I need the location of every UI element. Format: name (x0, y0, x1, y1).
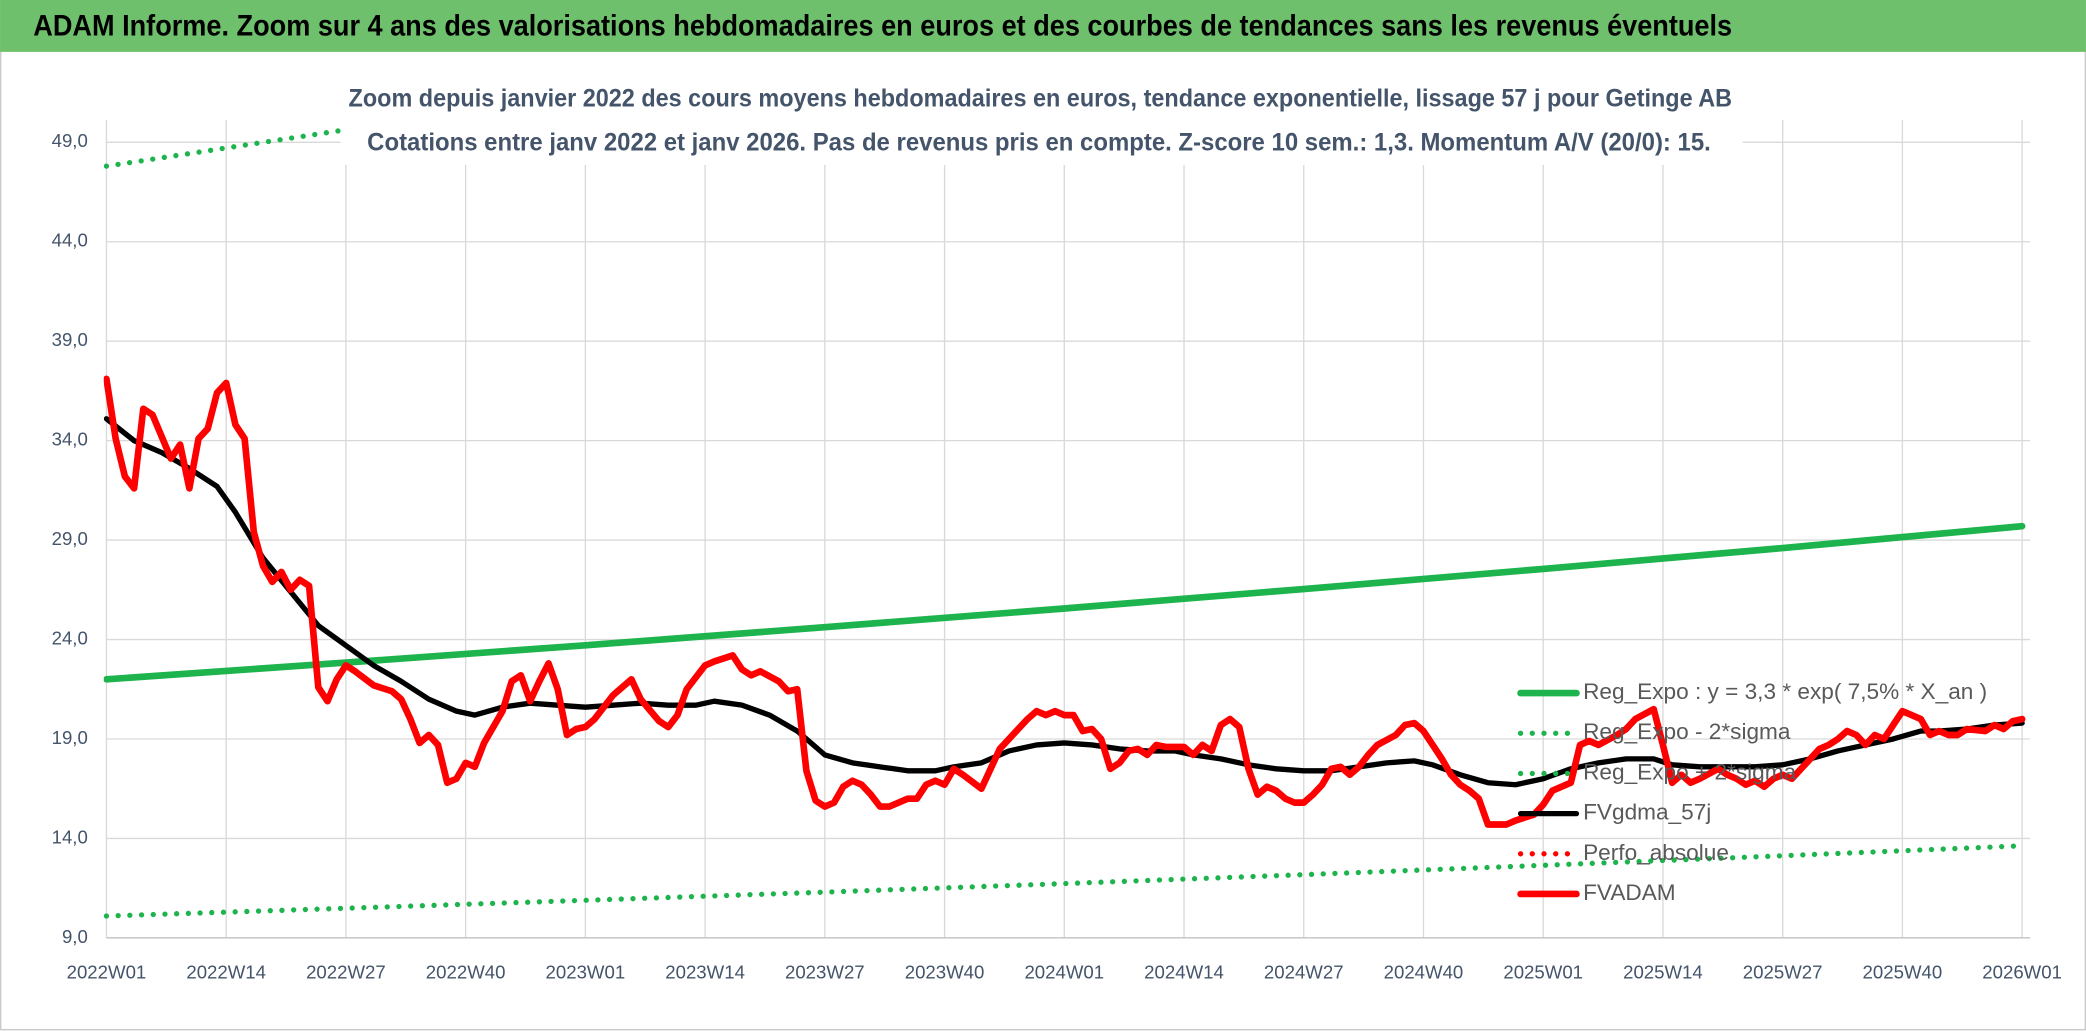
legend-label: FVgdma_57j (1583, 800, 1711, 825)
y-tick-label: 39,0 (52, 329, 88, 350)
legend-label: Reg_Expo - 2*sigma (1583, 719, 1791, 744)
legend-label: Reg_Expo + 2*sigma (1583, 759, 1796, 784)
series-line (103, 522, 2026, 683)
subtitle-box (340, 77, 1743, 165)
x-tick-label: 2024W40 (1384, 962, 1464, 983)
y-tick-label: 9,0 (62, 926, 88, 947)
x-tick-label: 2023W14 (665, 962, 745, 983)
x-tick-label: 2024W14 (1144, 962, 1224, 983)
x-tick-label: 2023W40 (905, 962, 985, 983)
y-tick-label: 14,0 (52, 826, 88, 847)
y-tick-label: 29,0 (52, 528, 88, 549)
x-tick-label: 2026W01 (1982, 962, 2062, 983)
legend-label: Reg_Expo : y = 3,3 * exp( 7,5% * X_an ) (1583, 679, 1987, 704)
x-tick-label: 2025W40 (1863, 962, 1943, 983)
subtitle: Zoom depuis janvier 2022 des cours moyen… (349, 84, 1733, 112)
y-tick-label: 24,0 (52, 627, 88, 648)
title-banner (0, 0, 2086, 52)
x-tick-label: 2024W27 (1264, 962, 1344, 983)
chart-title: ADAM Informe. Zoom sur 4 ans des valoris… (33, 11, 1732, 43)
x-tick-label: 2023W27 (785, 962, 865, 983)
series-line (103, 416, 2025, 788)
x-tick-label: 2025W14 (1623, 962, 1703, 983)
series-line (103, 843, 2025, 919)
x-tick-label: 2022W01 (67, 962, 147, 983)
y-tick-label: 44,0 (52, 230, 88, 251)
y-tick-label: 34,0 (52, 429, 88, 450)
x-tick-label: 2025W01 (1503, 962, 1583, 983)
x-tick-label: 2024W01 (1024, 962, 1104, 983)
x-tick-label: 2022W40 (426, 962, 506, 983)
series-line (103, 375, 2026, 828)
y-tick-label: 19,0 (52, 727, 88, 748)
subtitle: Cotations entre janv 2022 et janv 2026. … (367, 128, 1711, 156)
x-tick-label: 2023W01 (546, 962, 626, 983)
legend-label: FVADAM (1583, 880, 1676, 905)
y-tick-label: 49,0 (52, 130, 88, 151)
x-tick-label: 2022W14 (186, 962, 266, 983)
legend-label: Perfo_absolue (1583, 840, 1729, 865)
x-tick-label: 2022W27 (306, 962, 386, 983)
x-tick-label: 2025W27 (1743, 962, 1823, 983)
